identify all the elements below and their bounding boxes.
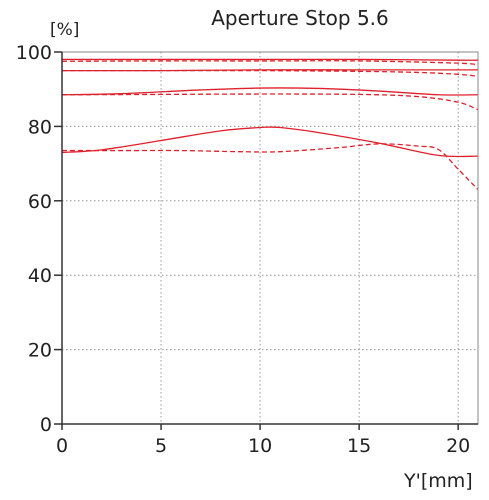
y-tick-label: 40 [28,265,52,287]
plot-frame [61,51,479,425]
y-tick-label: 60 [28,191,52,213]
chart-title: Aperture Stop 5.6 [211,6,389,30]
series-line-6-dashed [61,93,479,111]
series-line-1-solid [62,58,479,61]
series-line-2-dashed [61,60,479,66]
series-line-8-dashed [62,143,479,191]
y-tick-label: 100 [16,42,52,64]
x-tick-label: 5 [155,435,167,457]
x-tick-label: 20 [446,435,470,457]
y-tick-label: 0 [40,414,52,436]
axes [54,51,479,430]
x-tick-label: 15 [347,435,371,457]
grid [62,52,478,424]
x-tick-label: 0 [56,435,68,457]
series-line-4-dashed [62,69,479,77]
series-group [61,58,479,191]
y-tick-label: 80 [28,116,52,138]
y-axis-label: [%] [50,20,80,40]
series-line-5-solid [61,87,479,96]
y-tick-label: 20 [28,340,52,362]
x-axis-label: Y'[mm] [404,470,473,492]
series-line-7-solid [61,126,479,158]
x-tick-label: 10 [248,435,272,457]
tick-labels: 0 5 10 15 20 0 20 40 60 80 100 [16,42,471,457]
